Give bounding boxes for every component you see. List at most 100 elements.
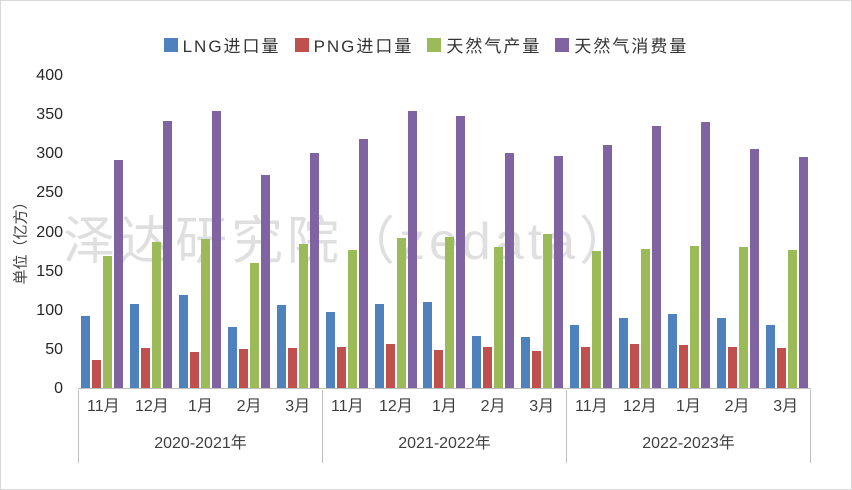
gas-production-bar — [494, 247, 504, 388]
month-cluster — [762, 76, 811, 388]
gas-consumption-bar — [603, 145, 613, 388]
month-cluster — [273, 76, 322, 388]
png-import-bar — [581, 347, 591, 388]
legend-item: 天然气产量 — [427, 32, 541, 57]
png-import-bar — [727, 347, 737, 388]
lng-import-bar — [667, 314, 677, 388]
month-cluster — [616, 76, 665, 388]
year-label: 2020-2021年 — [154, 435, 247, 452]
gas-production-bar — [738, 247, 748, 388]
gas-consumption-bar — [700, 122, 710, 388]
x-axis-group: 11月 12月 1月 2月 3月 2021-2022年 — [323, 390, 567, 463]
png-import-bar — [532, 351, 542, 388]
month-label: 1月 — [432, 398, 457, 415]
gas-consumption-bar — [798, 157, 808, 388]
lng-import-bar — [374, 304, 384, 388]
png-import-bar — [190, 352, 200, 388]
month-labels-row: 11月 12月 1月 2月 3月 — [79, 390, 322, 424]
lng-import-bar — [570, 325, 580, 388]
lng-import-bar — [179, 295, 189, 388]
month-cluster — [469, 76, 518, 388]
gas-production-bar — [787, 250, 797, 388]
legend-label: 天然气消费量 — [574, 37, 689, 56]
month-label: 2月 — [236, 398, 262, 415]
month-label: 12月 — [134, 398, 169, 415]
legend-label: LNG进口量 — [182, 37, 281, 56]
y-tick-label: 300 — [36, 145, 63, 163]
png-import-bar — [434, 350, 444, 388]
year-label: 2022-2023年 — [642, 435, 735, 452]
month-cluster — [322, 76, 371, 388]
y-tick-label: 250 — [36, 184, 63, 202]
month-cluster — [127, 76, 176, 388]
legend-item: PNG进口量 — [294, 32, 414, 57]
x-axis: 11月 12月 1月 2月 3月 2020-2021年 11月 12月 1月 2月 3月 2021-2… — [78, 390, 811, 463]
month-label: 2月 — [724, 398, 750, 415]
gas-consumption-bar — [505, 153, 515, 388]
month-label: 12月 — [622, 398, 657, 415]
lng-import-bar — [765, 325, 775, 388]
png-import-bar — [385, 344, 395, 388]
legend-swatch-icon — [555, 37, 570, 52]
y-tick-label: 400 — [36, 67, 63, 84]
legend-swatch-icon — [163, 37, 178, 52]
month-label: 1月 — [188, 398, 213, 415]
month-label: 2月 — [480, 398, 506, 415]
month-label: 1月 — [676, 398, 701, 415]
legend-item: 天然气消费量 — [555, 32, 688, 57]
y-tick-label: 50 — [45, 340, 63, 358]
png-import-bar — [776, 348, 786, 388]
month-cluster — [420, 76, 469, 388]
gas-consumption-bar — [651, 126, 661, 388]
lng-import-bar — [276, 305, 286, 388]
gas-production-bar — [592, 251, 602, 388]
lng-import-bar — [325, 312, 335, 388]
year-label: 2021-2022年 — [398, 435, 491, 452]
y-tick-label: 200 — [36, 223, 63, 241]
month-cluster — [225, 76, 274, 388]
month-cluster — [567, 76, 616, 388]
month-label: 3月 — [285, 398, 311, 415]
y-tick-label: 0 — [54, 380, 63, 397]
lng-import-bar — [81, 316, 91, 388]
png-import-bar — [678, 345, 688, 388]
gas-production-bar — [298, 244, 308, 388]
gas-consumption-bar — [456, 116, 466, 388]
legend: LNG进口量 PNG进口量 天然气产量 天然气消费量 — [1, 32, 851, 57]
gas-production-bar — [152, 242, 162, 388]
lng-import-bar — [716, 318, 726, 388]
month-label: 12月 — [378, 398, 413, 415]
y-tick-label: 350 — [36, 106, 63, 124]
png-import-bar — [92, 360, 102, 388]
month-label: 11月 — [330, 398, 364, 415]
month-labels-row: 11月 12月 1月 2月 3月 — [567, 390, 810, 424]
gas-consumption-bar — [554, 156, 564, 388]
month-cluster — [176, 76, 225, 388]
legend-label: 天然气产量 — [446, 37, 542, 56]
png-import-bar — [239, 349, 248, 388]
lng-import-bar — [521, 337, 531, 388]
lng-import-bar — [472, 336, 482, 388]
gas-production-bar — [103, 256, 113, 388]
year-group — [78, 76, 322, 388]
month-labels-row: 11月 12月 1月 2月 3月 — [323, 390, 566, 424]
month-label: 11月 — [86, 398, 120, 415]
png-import-bar — [629, 344, 639, 388]
month-label: 3月 — [773, 398, 799, 415]
gas-consumption-bar — [407, 111, 417, 388]
year-group — [322, 76, 566, 388]
month-cluster — [518, 76, 567, 388]
gas-consumption-bar — [261, 175, 270, 388]
png-import-bar — [287, 348, 297, 388]
gas-consumption-bar — [114, 160, 124, 388]
legend-label: PNG进口量 — [313, 37, 414, 56]
gas-production-bar — [396, 238, 406, 388]
lng-import-bar — [228, 327, 237, 388]
png-import-bar — [336, 347, 346, 388]
month-cluster — [371, 76, 420, 388]
month-cluster — [78, 76, 127, 388]
gas-consumption-bar — [212, 111, 222, 388]
year-group — [567, 76, 811, 388]
month-label: 11月 — [574, 398, 608, 415]
